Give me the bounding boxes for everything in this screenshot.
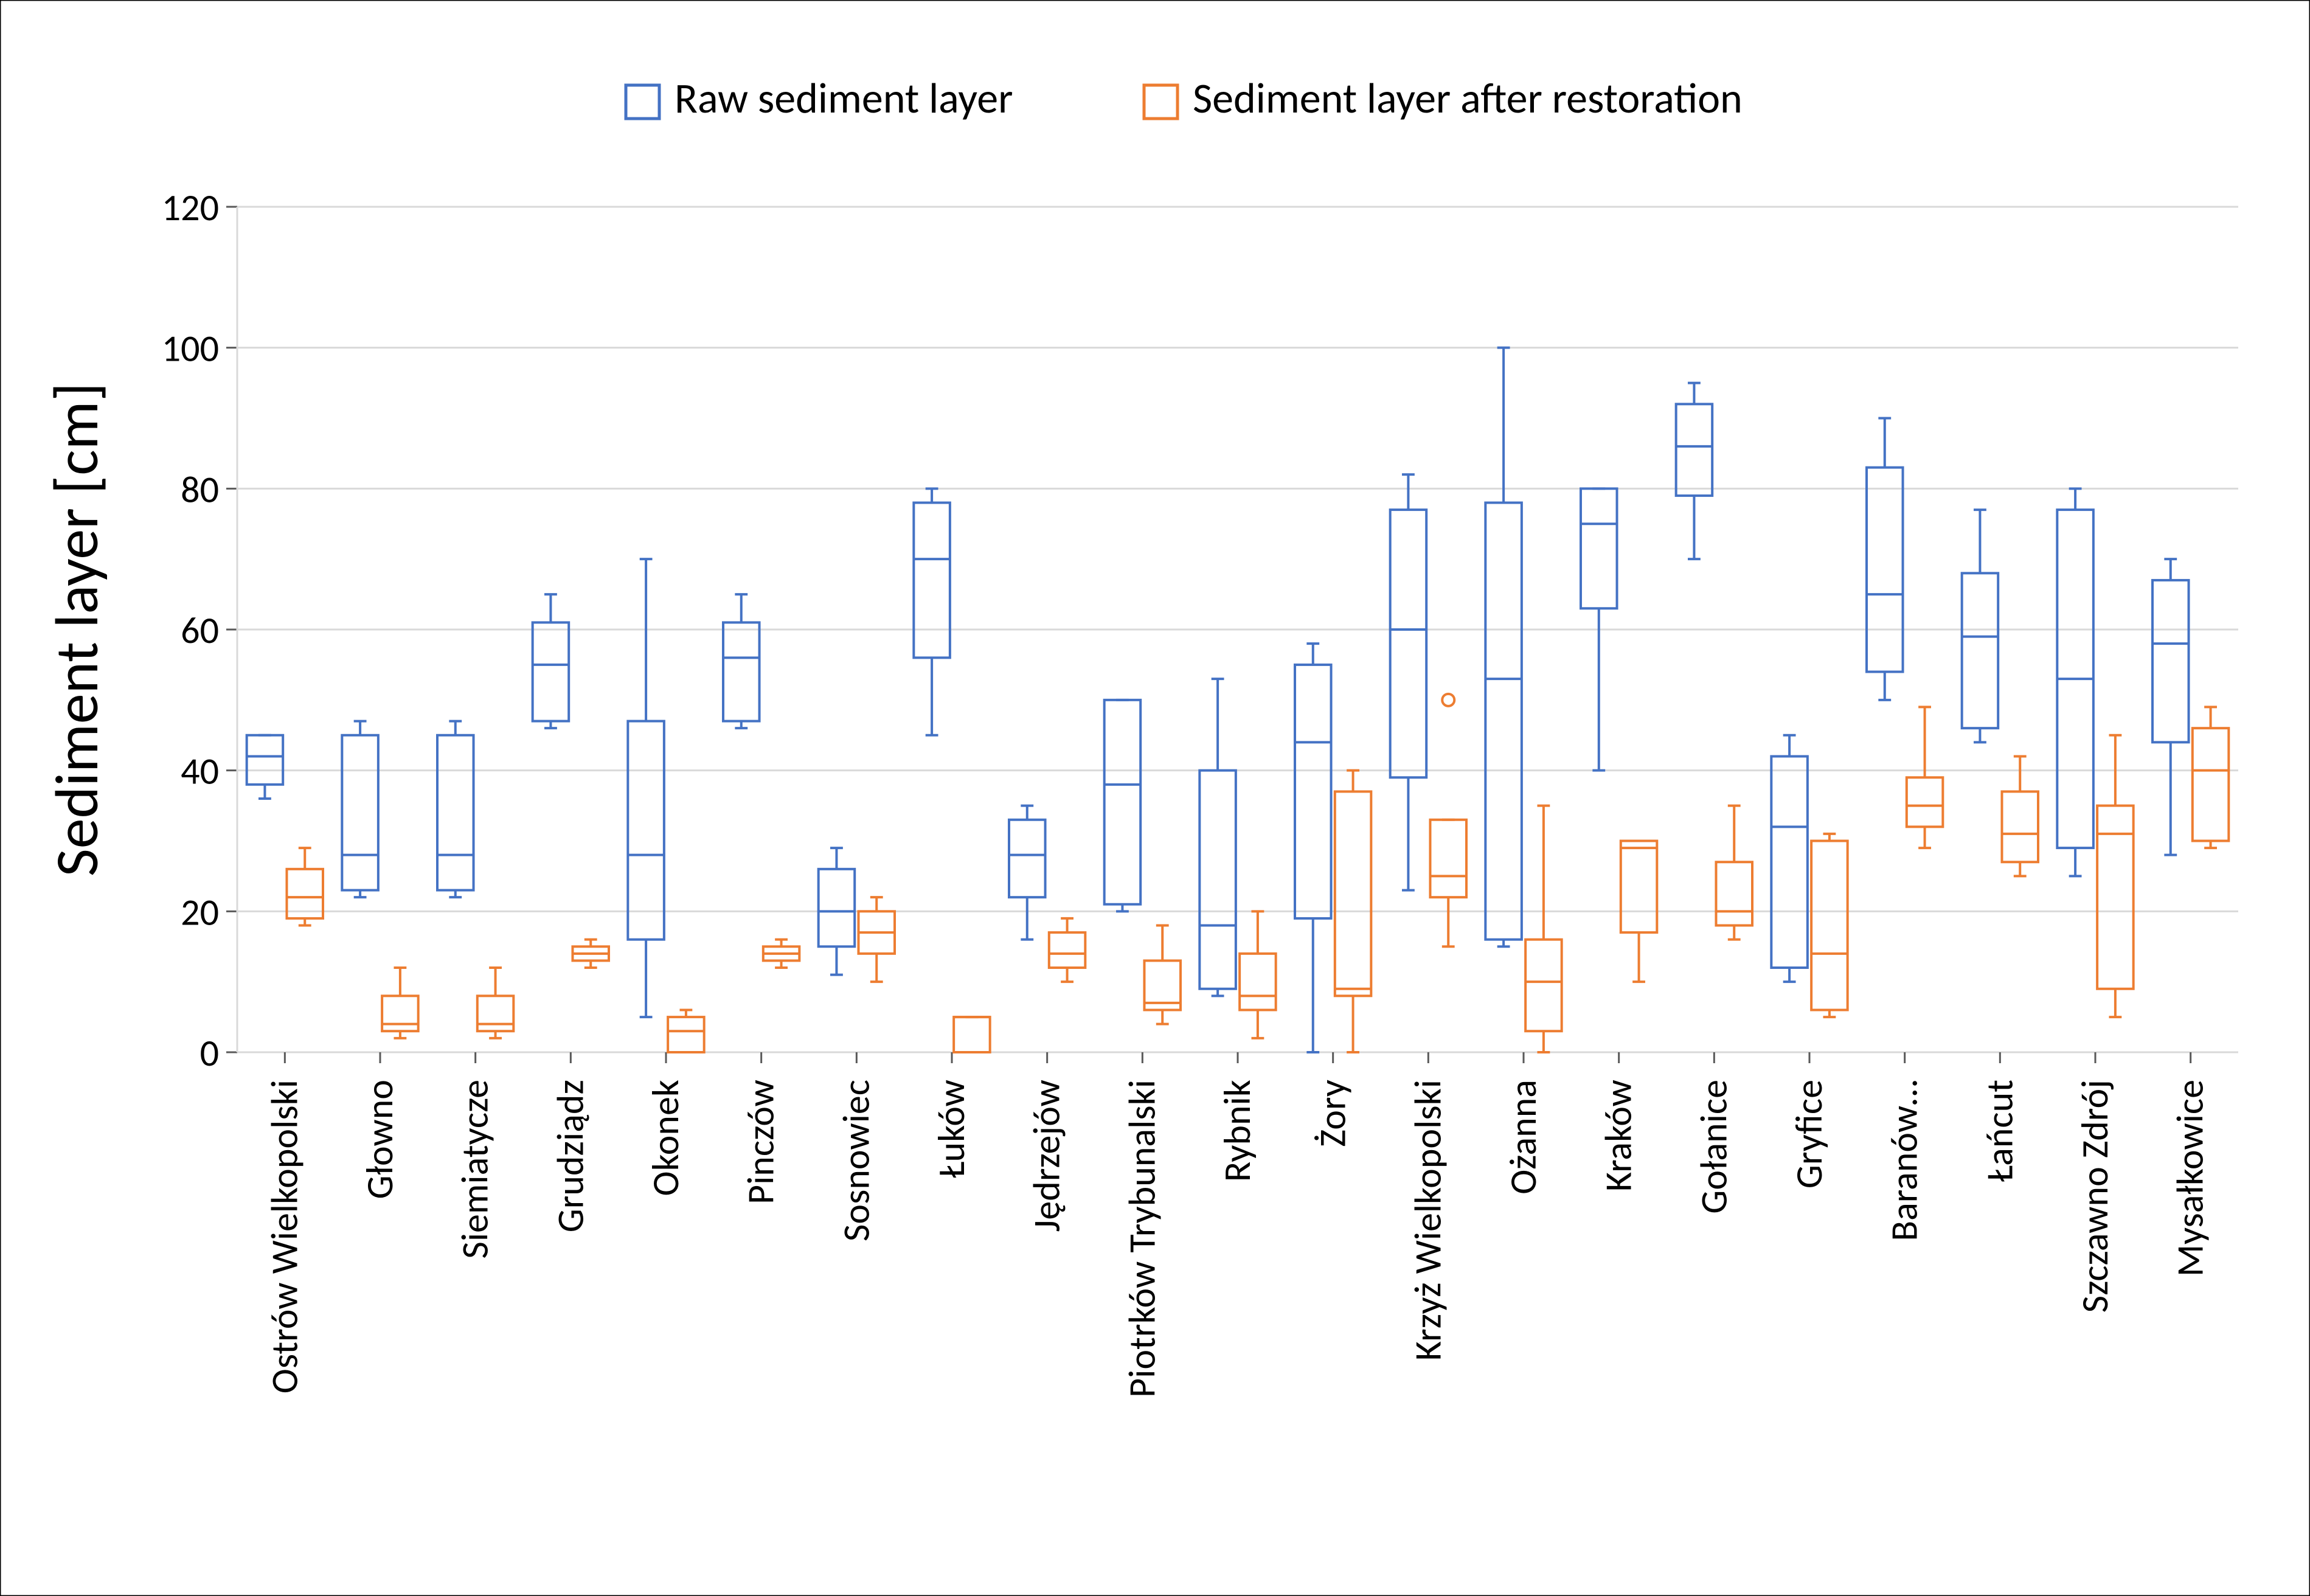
category-label: Baranów… (1881, 1080, 1927, 1241)
legend: Raw sediment layer Sediment layer after r… (626, 72, 1743, 124)
category-label: Gryfice (1786, 1080, 1832, 1188)
y-tick-label: 0 (200, 1030, 219, 1076)
category-label: Żory (1309, 1080, 1356, 1147)
y-axis-title: Sediment layer [cm] (40, 383, 114, 876)
category-label: Ostrów Wielkopolski (261, 1080, 307, 1393)
category-label: Okonek (642, 1080, 688, 1196)
category-label: Ożanna (1500, 1080, 1546, 1195)
category-label: Kraków (1595, 1080, 1642, 1192)
category-label: Piotrków Trybunalski (1119, 1080, 1165, 1398)
category-label: Jędrzejów (1024, 1080, 1070, 1232)
chart-container: 0 20 40 60 80 100 120 Sediment layer [cm] Ostrów… (0, 0, 2310, 1596)
category-label: Krzyż Wielkopolski (1404, 1080, 1451, 1361)
category-label: Mysałkowice (2167, 1080, 2213, 1277)
category-label: Szczawno Zdrój (2072, 1080, 2118, 1313)
legend-swatch (1144, 85, 1178, 119)
legend-swatch (626, 85, 659, 119)
y-tick-label: 60 (181, 607, 219, 653)
category-label: Łuków (928, 1080, 974, 1178)
category-label: Głowno (356, 1080, 403, 1199)
y-tick-label: 20 (181, 889, 219, 935)
legend-label: Raw sediment layer (675, 72, 1013, 124)
category-label: Łańcut (1976, 1080, 2022, 1182)
category-label: Sosnowiec (833, 1080, 879, 1241)
boxplot-chart: 0 20 40 60 80 100 120 Sediment layer [cm] Ostrów… (0, 0, 2310, 1596)
category-label: Rybnik (1214, 1080, 1260, 1182)
legend-label: Sediment layer after restoration (1193, 72, 1743, 124)
category-label: Gołanice (1690, 1080, 1736, 1214)
y-tick-label: 120 (162, 184, 219, 231)
category-label: Siemiatycze (452, 1080, 498, 1259)
y-tick-label: 100 (162, 325, 219, 372)
category-label: Grudziądz (547, 1080, 593, 1232)
y-tick-label: 80 (181, 466, 219, 512)
y-tick-label: 40 (181, 748, 219, 794)
category-label: Pinczów (738, 1080, 784, 1204)
